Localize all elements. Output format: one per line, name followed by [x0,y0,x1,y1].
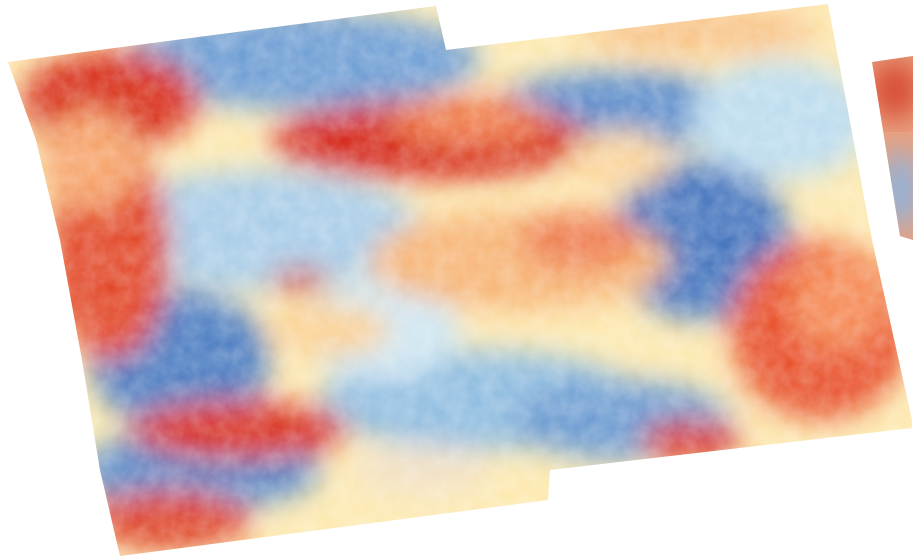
raster-map [0,0,913,556]
raster-footprint [0,0,913,556]
raster-texture [0,0,913,556]
page [0,0,913,556]
